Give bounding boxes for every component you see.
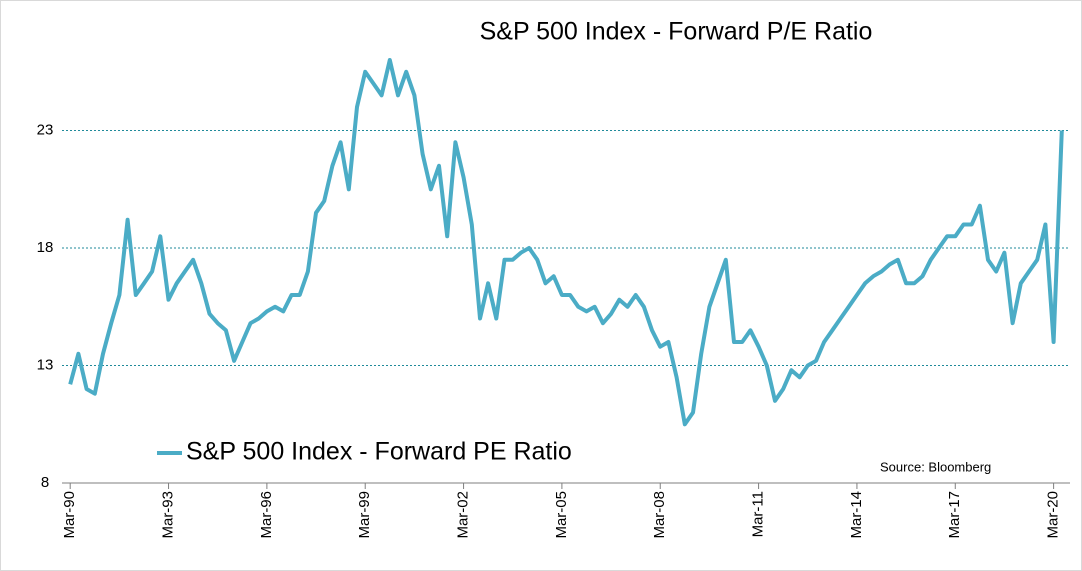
x-tick-label: Mar-90 <box>61 491 78 539</box>
x-tick-label: Mar-96 <box>258 491 275 539</box>
y-tick-label: 13 <box>37 356 54 373</box>
data-line <box>68 58 1064 427</box>
x-tick-label: Mar-14 <box>848 491 865 539</box>
x-tick-label: Mar-20 <box>1045 491 1062 539</box>
y-tick-label: 18 <box>37 239 54 256</box>
x-tick-label: Mar-05 <box>553 491 570 539</box>
legend-label: S&P 500 Index - Forward PE Ratio <box>186 438 572 466</box>
y-tick-label: 23 <box>37 121 54 138</box>
x-tick-label: Mar-11 <box>750 491 767 537</box>
y-tick-label: 8 <box>41 474 49 491</box>
x-tick-label: Mar-08 <box>651 491 668 539</box>
x-tick-label: Mar-99 <box>356 491 373 539</box>
x-tick-label: Mar-93 <box>160 491 177 539</box>
source-note: Source: Bloomberg <box>880 459 991 474</box>
chart-title: S&P 500 Index - Forward P/E Ratio <box>480 18 873 46</box>
x-tick-label: Mar-02 <box>455 491 472 539</box>
x-tick-label: Mar-17 <box>946 491 963 539</box>
